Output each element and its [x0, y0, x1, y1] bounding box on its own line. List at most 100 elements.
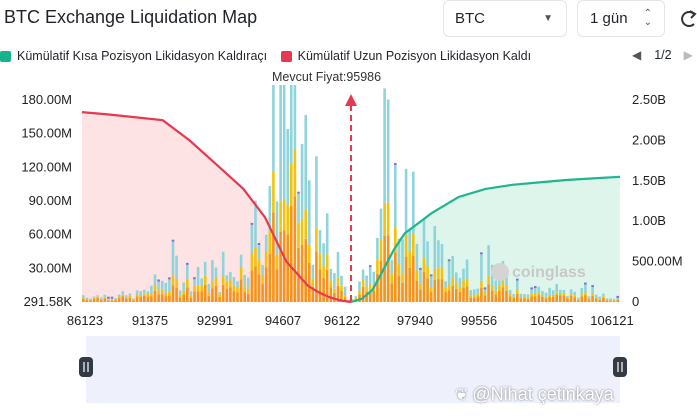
liquidation-bar-yellow	[533, 294, 537, 297]
liquidation-bar-cyan	[340, 275, 343, 286]
liquidation-bar-orange	[494, 294, 498, 302]
liquidation-bar-orange	[214, 286, 218, 302]
liquidation-bar-yellow	[577, 299, 580, 301]
legend-item-short[interactable]: Kümülatif Kısa Pozisyon Likidasyon Kaldı…	[0, 49, 267, 63]
liquidation-bar-yellow	[157, 290, 160, 295]
liquidation-bar-cyan	[612, 298, 616, 301]
x-axis-tick: 104505	[530, 313, 573, 328]
user-watermark: ❦ @Nihat çetinkaya	[455, 384, 614, 405]
liquidation-bar-cyan	[512, 294, 515, 297]
liquidation-bar-yellow	[562, 292, 566, 296]
liquidation-bar-cyan	[365, 275, 368, 287]
liquidation-bar-orange	[96, 297, 99, 302]
liquidation-bar-yellow	[368, 284, 372, 291]
liquidation-bar-orange	[99, 299, 103, 302]
liquidation-bar-yellow	[182, 290, 185, 295]
liquidation-bar-cyan	[250, 224, 254, 254]
refresh-icon[interactable]	[677, 3, 697, 33]
liquidation-bar-orange	[584, 295, 587, 302]
liquidation-bar-orange	[533, 296, 537, 302]
liquidation-bar-yellow	[555, 292, 558, 295]
liquidation-bar-purple	[616, 295, 619, 298]
liquidation-bar-cyan	[573, 291, 576, 296]
next-page-icon[interactable]: ▶	[683, 48, 693, 62]
liquidation-bar-cyan	[186, 264, 189, 279]
liquidation-bar-cyan	[189, 291, 193, 296]
liquidation-bar-orange	[82, 298, 85, 302]
liquidation-bar-cyan	[125, 295, 128, 298]
liquidation-bar-cyan	[462, 268, 465, 281]
liquidation-bar-cyan	[99, 297, 103, 300]
coin-select[interactable]: BTC ▼	[443, 0, 567, 37]
liquidation-bar-yellow	[462, 280, 465, 288]
liquidation-bar-cyan	[132, 298, 135, 300]
liquidation-bar-orange	[186, 287, 189, 302]
liquidation-bar-orange	[232, 291, 236, 302]
legend-item-long[interactable]: Kümülatif Uzun Pozisyon Likidasyon Kaldı	[280, 49, 531, 63]
liquidation-bar-orange	[447, 290, 451, 302]
liquidation-bar-orange	[135, 296, 139, 302]
liquidation-bar-yellow	[394, 227, 397, 253]
liquidation-bar-yellow	[609, 299, 612, 301]
liquidation-bar-orange	[519, 298, 523, 302]
liquidation-bar-yellow	[243, 286, 246, 292]
liquidation-bar-orange	[455, 288, 458, 302]
liquidation-bar-orange	[530, 296, 533, 302]
liquidation-bar-cyan	[325, 213, 329, 255]
liquidation-bar-yellow	[89, 300, 92, 301]
liquidation-bar-orange	[182, 294, 185, 302]
liquidation-bar-yellow	[322, 266, 325, 278]
liquidation-bar-cyan	[379, 208, 383, 241]
liquidation-bar-orange	[103, 298, 107, 302]
liquidation-bar-cyan	[372, 271, 376, 286]
liquidation-bar-yellow	[383, 202, 386, 236]
liquidation-bar-orange	[437, 279, 440, 302]
liquidation-bar-yellow	[433, 268, 437, 280]
liquidation-bar-yellow	[139, 295, 142, 298]
liquidation-bar-orange	[268, 253, 272, 302]
liquidation-bar-orange	[415, 281, 419, 302]
prev-page-icon[interactable]: ◀	[632, 48, 642, 62]
y-axis-left-tick: 90.00M	[29, 193, 72, 208]
liquidation-bar-yellow	[207, 292, 211, 296]
liquidation-bar-orange	[114, 300, 117, 302]
liquidation-bar-orange	[279, 232, 282, 302]
liquidation-bar-orange	[143, 296, 146, 302]
liquidation-bar-yellow	[103, 297, 107, 299]
liquidation-bar-orange	[107, 300, 110, 302]
liquidation-bar-orange	[472, 297, 476, 302]
liquidation-bar-yellow	[408, 250, 411, 268]
legend-pager: ◀ 1/2 ▶	[632, 48, 693, 62]
liquidation-bar-orange	[394, 252, 397, 302]
y-axis-left-tick: 291.58K	[24, 294, 73, 309]
liquidation-bar-yellow	[232, 285, 236, 292]
range-slider-handle-right[interactable]	[613, 357, 627, 377]
liquidation-bar-cyan	[247, 277, 250, 290]
liquidation-bar-orange	[361, 286, 365, 302]
liquidation-bar-orange	[577, 300, 580, 302]
liquidation-bar-cyan	[533, 288, 537, 294]
liquidation-bar-cyan	[89, 298, 92, 300]
liquidation-bar-cyan	[551, 290, 555, 295]
liquidation-bar-cyan	[135, 290, 139, 295]
liquidation-bar-orange	[498, 290, 501, 302]
liquidation-bar-cyan	[82, 295, 85, 298]
liquidation-bar-orange	[92, 299, 96, 302]
liquidation-bar-orange	[293, 196, 297, 302]
liquidation-bar-yellow	[304, 209, 307, 239]
liquidation-bar-purple	[533, 286, 537, 289]
liquidation-bar-cyan	[218, 292, 221, 295]
liquidation-bar-cyan	[232, 277, 236, 286]
liquidation-bar-cyan	[598, 296, 602, 299]
liquidation-bar-orange	[153, 290, 157, 302]
liquidation-bar-yellow	[254, 247, 257, 267]
liquidation-bar-yellow	[272, 171, 275, 213]
liquidation-bar-orange	[616, 299, 619, 302]
liquidation-bar-yellow	[505, 285, 508, 291]
range-slider-handle-left[interactable]	[79, 357, 93, 377]
time-range-select[interactable]: 1 gün ⌃ ⌄	[577, 0, 665, 37]
liquidation-bar-cyan	[178, 290, 182, 296]
liquidation-bar-cyan	[519, 293, 523, 297]
liquidation-bar-orange	[211, 288, 214, 302]
liquidation-bar-yellow	[250, 253, 254, 271]
